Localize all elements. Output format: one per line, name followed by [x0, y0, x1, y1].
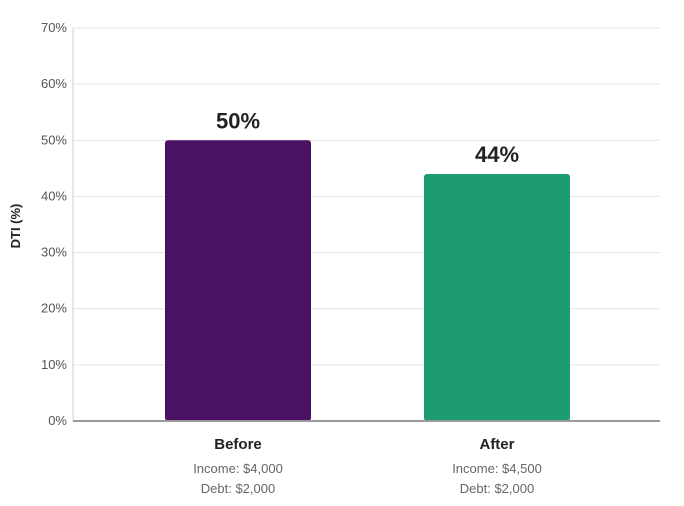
y-tick-label: 60% [41, 76, 67, 91]
y-tick-label: 40% [41, 188, 67, 203]
y-tick-label: 30% [41, 245, 67, 260]
y-axis-ticks: 0% 10% 20% 30% 40% 50% 60% 70% [41, 20, 67, 428]
category-subtitle: Income: $4,500 [452, 461, 542, 476]
gridlines [73, 27, 660, 366]
y-axis-label: DTI (%) [8, 204, 23, 249]
bars [165, 140, 570, 422]
category-subtitle: Income: $4,000 [193, 461, 283, 476]
category-subtitle: Debt: $2,000 [201, 481, 275, 496]
x-axis-labels: Before Income: $4,000 Debt: $2,000 After Inc… [193, 436, 542, 496]
y-tick-label: 10% [41, 357, 67, 372]
category-subtitle: Debt: $2,000 [460, 481, 534, 496]
bar-before [165, 140, 311, 422]
category-label: Before [214, 436, 262, 453]
y-tick-label: 20% [41, 301, 67, 316]
bar-after [424, 173, 570, 421]
category-label: After [479, 436, 514, 453]
value-label: 50% [216, 108, 260, 133]
value-label: 44% [475, 142, 519, 167]
y-tick-label: 0% [48, 413, 67, 428]
y-tick-label: 70% [41, 20, 67, 35]
value-labels: 50% 44% [216, 108, 519, 167]
y-tick-label: 50% [41, 132, 67, 147]
